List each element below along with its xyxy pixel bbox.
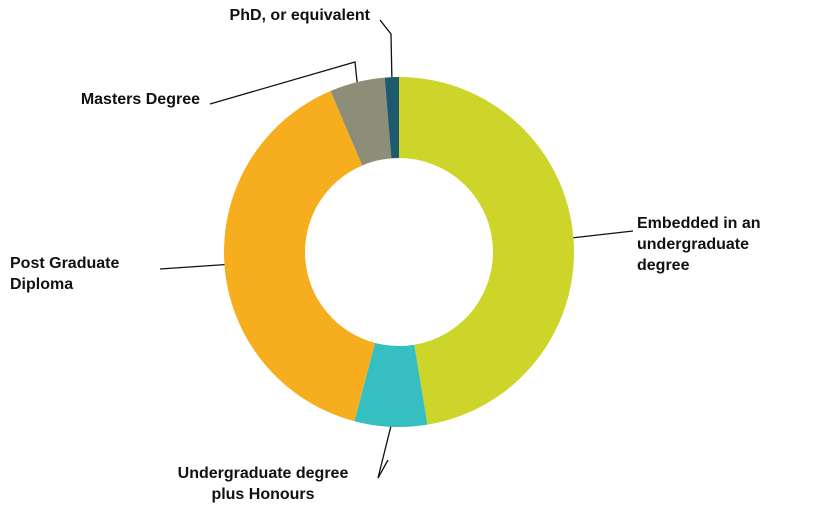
donut-slice <box>354 342 428 427</box>
leader-line <box>377 426 392 479</box>
donut-slice <box>330 77 392 166</box>
slice-label: Undergraduate degree plus Honours <box>178 465 349 503</box>
leader-line <box>573 230 634 239</box>
leader-line <box>209 61 358 105</box>
leader-line <box>379 19 393 78</box>
donut-slice <box>399 77 575 425</box>
leader-line <box>159 263 225 270</box>
donut-slice <box>384 77 399 159</box>
donut-slice <box>224 90 376 422</box>
slice-label: Masters Degree <box>81 91 200 108</box>
slice-label: PhD, or equivalent <box>230 7 371 24</box>
slice-label: Post Graduate Diploma <box>10 255 119 293</box>
slice-label: Embedded in an undergraduate degree <box>637 215 761 274</box>
